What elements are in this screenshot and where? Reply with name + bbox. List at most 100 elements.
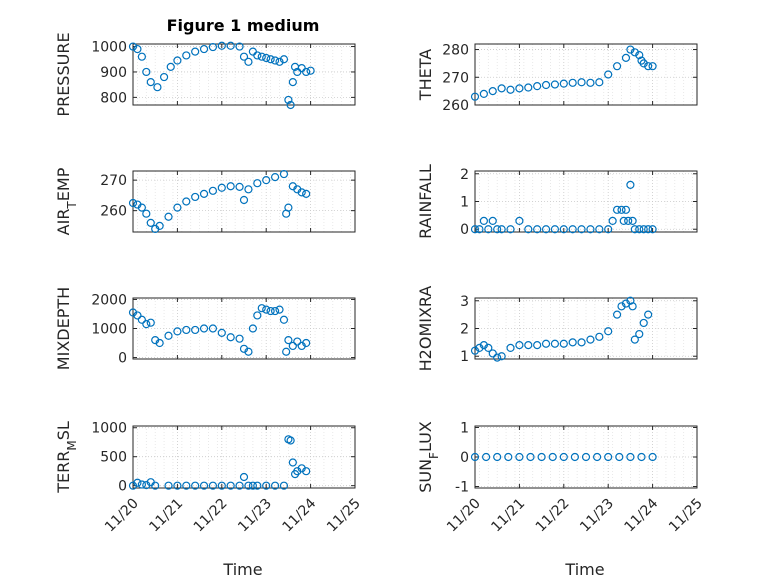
data-point (253, 51, 262, 60)
data-point (288, 341, 297, 351)
x-tick-label: 11/25 (666, 496, 706, 536)
data-point (479, 89, 488, 99)
data-point (626, 180, 635, 189)
data-point (306, 66, 315, 75)
data-point (533, 82, 542, 91)
data-point (470, 225, 480, 234)
y-axis-label: TERRMSL (54, 421, 79, 494)
y-tick-label: -1 (455, 480, 469, 496)
data-point (484, 225, 493, 234)
data-point (621, 53, 631, 62)
data-point (284, 203, 293, 212)
data-point (266, 306, 275, 316)
data-point (619, 216, 628, 226)
y-axis-label: RAINFALL (416, 164, 435, 239)
data-point (270, 481, 280, 490)
data-point (515, 341, 524, 350)
figure-title: Figure 1 medium (167, 16, 320, 35)
x-tick-label: 11/21 (146, 496, 186, 536)
x-tick-label: 11/24 (280, 495, 320, 535)
data-point (550, 225, 560, 234)
data-point (515, 452, 524, 462)
y-tick-label: 500 (100, 450, 127, 466)
data-point (626, 45, 635, 54)
data-point (217, 183, 226, 192)
subplot-air-temp: 260 270 AIRTEMP (54, 167, 356, 235)
data-point (541, 339, 551, 348)
data-point (257, 304, 266, 313)
data-point (288, 458, 297, 467)
data-point (248, 47, 257, 56)
data-point (621, 205, 631, 214)
data-point (182, 325, 191, 335)
data-point (191, 47, 200, 56)
data-point (270, 173, 280, 182)
data-point (208, 324, 218, 333)
x-tick-label: 11/20 (102, 496, 142, 536)
subplot-terr-msl: 0 500 1000 TERRMSL 11/20 11/21 11/22 11/23 11/24… (54, 421, 364, 536)
data-point (479, 341, 488, 350)
y-axis-label: H2OMIXRA (416, 286, 435, 372)
data-point (493, 452, 502, 462)
data-point (559, 225, 568, 234)
x-tick-label: 11/25 (324, 496, 364, 536)
data-point (270, 56, 280, 65)
data-point (497, 84, 506, 93)
data-point (617, 302, 626, 311)
data-point (533, 341, 542, 350)
data-point (235, 481, 244, 490)
data-point (612, 310, 622, 319)
data-point (639, 225, 648, 234)
data-point (128, 42, 138, 51)
data-point (586, 78, 595, 87)
data-point (244, 185, 253, 194)
data-point (488, 349, 497, 358)
data-point (191, 192, 200, 202)
data-point (630, 225, 639, 234)
data-point (133, 311, 142, 320)
y-tick-label: 3 (460, 294, 469, 310)
axes-frame (474, 43, 698, 106)
data-point (239, 195, 249, 205)
data-point (537, 452, 546, 462)
y-tick-label: 260 (100, 204, 127, 220)
data-point (559, 452, 568, 462)
data-point (302, 338, 311, 348)
data-point (604, 70, 613, 79)
data-point (142, 209, 151, 218)
data-point (266, 55, 275, 64)
x-axis-label-left: Time (222, 560, 262, 579)
data-point (550, 80, 560, 89)
data-point (497, 225, 506, 234)
data-point (279, 55, 289, 64)
data-point (244, 347, 253, 356)
data-point (128, 198, 138, 208)
data-point (617, 205, 626, 214)
subplot-mixdepth: 0 1000 2000 MIXDEPTH (54, 287, 356, 370)
data-point (635, 50, 644, 60)
axes-frame (132, 170, 356, 233)
data-point (286, 100, 295, 110)
data-point (479, 216, 488, 226)
data-point (262, 481, 271, 490)
x-tick-label: 11/21 (488, 496, 528, 536)
y-axis-label: SUNFLUX (416, 421, 441, 493)
y-tick-label: 1000 (91, 40, 127, 56)
data-point (630, 48, 639, 57)
data-point (217, 41, 226, 50)
y-tick-label: 1 (460, 195, 469, 211)
data-point (506, 343, 515, 353)
data-point (173, 203, 182, 212)
data-point (626, 452, 635, 462)
data-point (533, 225, 542, 234)
y-tick-label: 900 (100, 65, 127, 81)
data-point (624, 216, 633, 226)
data-point (226, 41, 235, 50)
data-point (199, 481, 209, 490)
subplot-theta: 260 270 280 THETA (416, 43, 698, 114)
data-point (488, 216, 497, 226)
data-point (217, 328, 226, 337)
data-point (586, 225, 595, 234)
data-point (541, 80, 551, 90)
